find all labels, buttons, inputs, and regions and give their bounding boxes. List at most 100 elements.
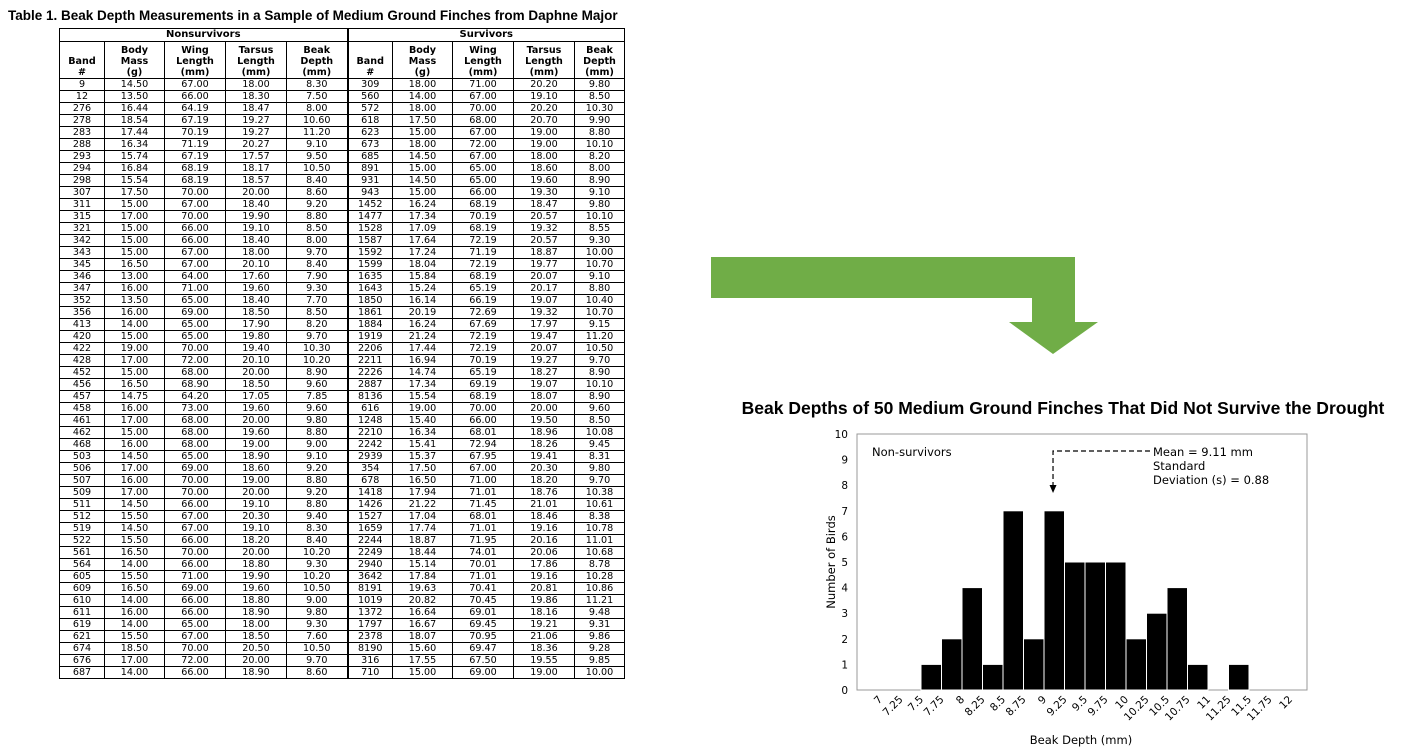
histogram-bar: [1125, 638, 1147, 691]
histogram-bar: [1023, 638, 1045, 691]
column-header-line: Body: [408, 44, 437, 56]
chart-title: Beak Depths of 50 Medium Ground Finches …: [742, 398, 1385, 418]
x-tick-label: 7.25: [881, 694, 906, 719]
column-header-line: Beak: [586, 44, 613, 56]
data-table-container: Nonsurvivors Survivors Band # Body Mass (g) W…: [59, 28, 625, 679]
column-header-row: Band # Body Mass (g) Wing Length (mm) Tarsus Leng…: [59, 41, 625, 79]
y-tick-label: 4: [841, 583, 848, 595]
table-row: 283 17.44 70.19 19.27 11.20 623 15.00 67.00 19.0…: [59, 126, 625, 139]
histogram-bar: [1228, 663, 1250, 691]
column-header-line: (mm): [468, 66, 498, 78]
column-header-line: #: [77, 66, 87, 78]
annotation-deviation: Deviation (s) = 0.88: [1153, 473, 1269, 487]
x-tick-label: 8: [954, 694, 967, 707]
column-header: Beak Depth (mm): [574, 41, 625, 79]
column-header-line: (g): [126, 66, 143, 78]
x-tick-label: 9.75: [1086, 694, 1111, 719]
histogram-bar: [1105, 561, 1127, 691]
table-row: 12 13.50 66.00 18.30 7.50 560 14.00 67.00 19.10 8…: [59, 90, 625, 103]
column-header-line: Depth: [300, 55, 334, 67]
x-tick-label: 8.75: [1004, 694, 1029, 719]
column-header: Body Mass (g): [392, 41, 453, 79]
table-row: 315 17.00 70.00 19.90 8.80 1477 17.34 70.19 20.5…: [59, 210, 625, 223]
y-axis-label: Number of Birds: [824, 515, 838, 609]
column-header-line: Depth: [583, 55, 616, 67]
mean-leader-line: [1052, 450, 1150, 485]
histogram-bar: [1084, 561, 1106, 691]
table-row: 294 16.84 68.19 18.17 10.50 891 15.00 65.00 18.6…: [59, 162, 625, 175]
table-row: 352 13.50 65.00 18.40 7.70 1850 16.14 66.19 19.0…: [59, 294, 625, 307]
histogram-bar: [1043, 510, 1065, 691]
x-tick-label: 7.75: [922, 694, 947, 719]
column-header-line: Length: [176, 55, 214, 67]
y-tick-label: 2: [841, 634, 848, 646]
x-axis-label: Beak Depth (mm): [1030, 733, 1132, 747]
x-tick-label: 8.25: [963, 694, 988, 719]
table-row: 687 14.00 66.00 18.90 8.60 710 15.00 69.00 19.00…: [59, 666, 625, 679]
annotation-mean: Mean = 9.11 mm: [1153, 445, 1253, 459]
table-row: 621 15.50 67.00 18.50 7.60 2378 18.07 70.95 21.0…: [59, 630, 625, 643]
table-row: 611 16.00 66.00 18.90 9.80 1372 16.64 69.01 18.1…: [59, 606, 625, 619]
column-header-line: Wing: [469, 44, 497, 56]
table-row: 506 17.00 69.00 18.60 9.20 354 17.50 67.00 20.30…: [59, 462, 625, 475]
beak-depth-table: Nonsurvivors Survivors Band # Body Mass (g) W…: [59, 28, 625, 679]
table-row: 293 15.74 67.19 17.57 9.50 685 14.50 67.00 18.00…: [59, 150, 625, 163]
annotation-standard: Standard: [1153, 459, 1205, 473]
histogram-bar: [941, 638, 963, 691]
table-row: 511 14.50 66.00 19.10 8.80 1426 21.22 71.45 21.0…: [59, 498, 625, 511]
mean-arrowhead-icon: [1049, 485, 1057, 493]
green-arrow-icon: [711, 257, 1098, 354]
histogram-bar: [982, 663, 1004, 691]
table-row: 288 16.34 71.19 20.27 9.10 673 18.00 72.00 19.00…: [59, 138, 625, 151]
column-header-line: Tarsus: [526, 44, 562, 56]
column-header-line: Wing: [181, 44, 209, 56]
column-header-line: Mass: [408, 55, 437, 67]
column-header-line: (mm): [529, 66, 559, 78]
column-header-line: Band: [68, 55, 96, 67]
table-row: 428 17.00 72.00 20.10 10.20 2211 16.94 70.19 19.…: [59, 354, 625, 367]
table-row: 413 14.00 65.00 17.90 8.20 1884 16.24 67.69 17.9…: [59, 318, 625, 331]
column-header-line: #: [366, 66, 375, 78]
y-tick-label: 7: [841, 506, 848, 518]
table-body: 9 14.50 67.00 18.00 8.30 309 18.00 71.00 20.20 9.…: [59, 78, 625, 679]
table-row: 458 16.00 73.00 19.60 9.60 616 19.00 70.00 20.00…: [59, 402, 625, 415]
x-tick-labels: 77.25 7.57.75 88.25 8.58.75 99.25 9.59.75 1010…: [872, 694, 1295, 724]
x-tick-label: 7: [872, 694, 885, 707]
column-header: Band #: [346, 41, 393, 79]
table-cell: 10.00: [574, 666, 625, 679]
column-header-line: Body: [120, 44, 149, 56]
histogram-bar: [961, 587, 983, 691]
histogram-bar: [1187, 663, 1209, 691]
histogram-bar: [1166, 587, 1188, 691]
table-row: 452 15.00 68.00 20.00 8.90 2226 14.74 65.19 18.2…: [59, 366, 625, 379]
histogram-bar: [1146, 612, 1168, 691]
table-row: 298 15.54 68.19 18.57 8.40 931 14.50 65.00 19.60…: [59, 174, 625, 187]
y-tick-label: 1: [841, 659, 848, 671]
column-header-line: (mm): [241, 66, 271, 78]
y-tick-label: 10: [835, 429, 848, 441]
table-row: 9 14.50 67.00 18.00 8.30 309 18.00 71.00 20.20 9.…: [59, 78, 625, 91]
column-header-line: Band: [356, 55, 384, 67]
x-tick-label: 9: [1036, 694, 1049, 707]
histogram-bar: [1064, 561, 1086, 691]
histogram-bar: [1002, 510, 1024, 691]
column-header-line: Mass: [120, 55, 149, 67]
histogram-bar: [920, 663, 942, 691]
column-header-line: (g): [414, 66, 431, 78]
table-cell: 15.00: [392, 666, 453, 679]
table-title: Table 1. Beak Depth Measurements in a Sa…: [8, 8, 618, 23]
column-header-line: (mm): [302, 66, 332, 78]
column-header-line: Length: [237, 55, 275, 67]
table-row: 561 16.50 70.00 20.00 10.20 2249 18.44 74.01 20.…: [59, 546, 625, 559]
table-row: 676 17.00 72.00 20.00 9.70 316 17.55 67.50 19.55…: [59, 654, 625, 667]
bars-layer: [920, 510, 1250, 691]
table-cell: 687: [59, 666, 105, 679]
column-header: Wing Length (mm): [164, 41, 226, 79]
x-tick-label: 12: [1277, 694, 1295, 712]
table-row: 462 15.00 68.00 19.60 8.80 2210 16.34 68.01 18.9…: [59, 426, 625, 439]
column-header-line: (mm): [585, 66, 614, 78]
column-header-line: Beak: [303, 44, 331, 56]
column-header-line: (mm): [180, 66, 210, 78]
table-cell: 9.90: [574, 114, 625, 127]
